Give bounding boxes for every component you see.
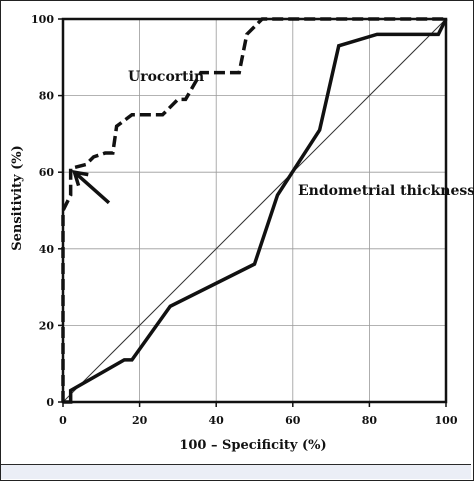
y-tick-label: 100 <box>31 13 54 26</box>
grid-lines <box>63 19 446 402</box>
y-tick-label: 0 <box>46 396 54 409</box>
y-tick-labels: 0 20 40 60 80 100 <box>31 13 63 409</box>
series-lines <box>61 17 448 404</box>
caption-band <box>1 464 471 479</box>
x-tick-label: 80 <box>362 414 378 427</box>
series-label-endometrial-thickness: Endometrial thickness <box>298 183 474 199</box>
series-line-urocortin <box>61 17 446 402</box>
diagonal-reference-line <box>62 18 447 403</box>
y-axis-label: Sensitivity (%) <box>10 145 25 251</box>
annotation-arrow <box>71 169 111 205</box>
arrow-head <box>71 169 89 187</box>
x-axis-label: 100 – Specificity (%) <box>179 438 326 453</box>
arrow-shaft <box>73 170 111 205</box>
x-tick-label: 0 <box>59 414 67 427</box>
series-line-endometrial-thickness <box>63 18 448 404</box>
plot-frame <box>61 17 448 404</box>
x-tick-label: 20 <box>132 414 148 427</box>
x-tick-label: 60 <box>285 414 301 427</box>
reference-line <box>62 18 447 403</box>
y-tick-label: 20 <box>39 319 55 332</box>
x-tick-labels: 0 20 40 60 80 100 <box>59 402 458 427</box>
y-tick-label: 40 <box>39 243 55 256</box>
y-tick-label: 80 <box>39 90 55 103</box>
x-tick-label: 100 <box>435 414 458 427</box>
series-label-urocortin: Urocortin <box>128 69 204 85</box>
y-tick-label: 60 <box>39 166 55 179</box>
x-tick-label: 40 <box>209 414 225 427</box>
